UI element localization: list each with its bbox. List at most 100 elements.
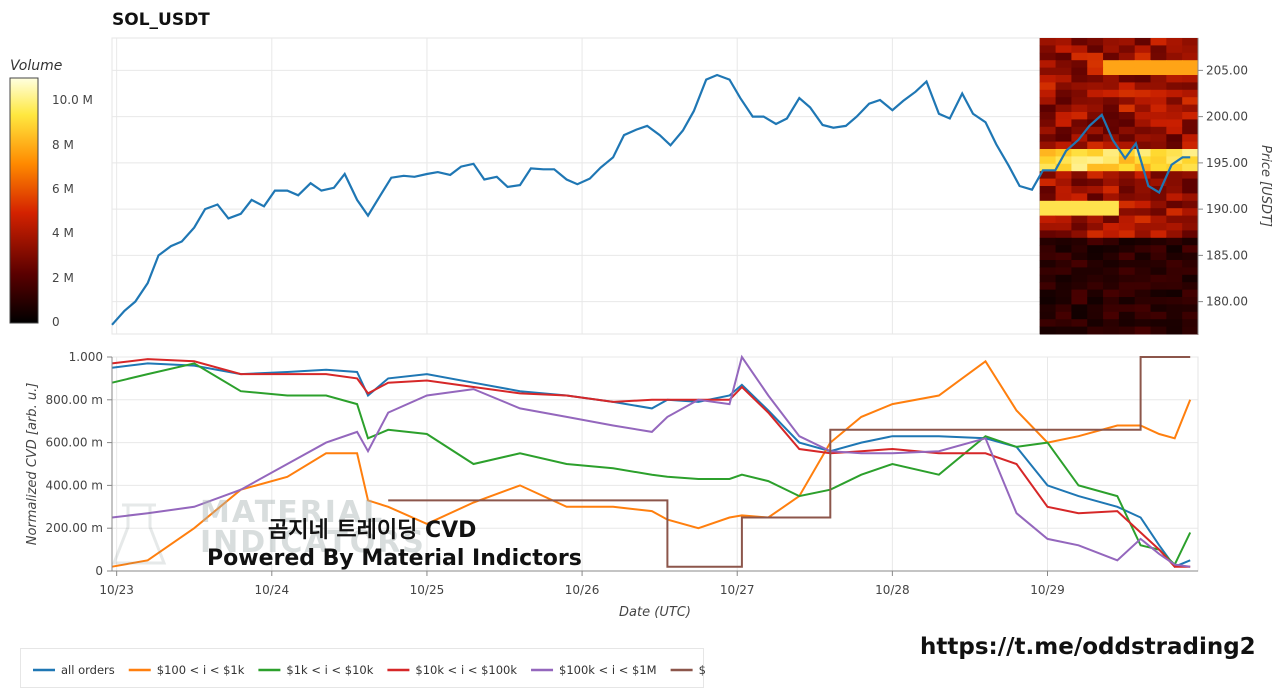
telegram-link[interactable]: https://t.me/oddstrading2: [920, 634, 1256, 660]
heatmap-cell: [1134, 104, 1152, 113]
heatmap-cell: [1134, 267, 1152, 276]
heatmap-cell: [1182, 60, 1199, 69]
cvd-series-line: [388, 356, 1191, 568]
heatmap-cell: [1055, 267, 1072, 276]
heatmap-cell: [1087, 193, 1104, 202]
heatmap-cell: [1071, 311, 1088, 320]
price-tick-label: 200.00: [1206, 110, 1248, 124]
heatmap-cell: [1166, 89, 1183, 98]
heatmap-cell: [1150, 237, 1167, 246]
heatmap-cell: [1182, 326, 1199, 335]
heatmap-cell: [1087, 326, 1104, 335]
heatmap-cell: [1103, 45, 1120, 54]
legend-entry-label: $1M < i < $10M: [699, 663, 705, 677]
cvd-tick-label: 200.00 m: [46, 521, 104, 535]
heatmap-cell: [1039, 38, 1057, 46]
price-series-line: [111, 73, 1191, 326]
heatmap-cell: [1166, 97, 1183, 106]
heatmap-cell: [1118, 289, 1136, 298]
heatmap-cell: [1103, 245, 1120, 254]
heatmap-cell: [1134, 326, 1152, 335]
heatmap-cell: [1103, 260, 1120, 268]
heatmap-cell: [1118, 252, 1136, 261]
heatmap-cell: [1087, 260, 1104, 268]
heatmap-cell: [1103, 326, 1120, 335]
heatmap-cell: [1055, 60, 1072, 69]
colorbar-tick-label: 8 M: [52, 138, 74, 152]
heatmap-cell: [1118, 141, 1136, 150]
heatmap-cell: [1182, 274, 1199, 283]
heatmap-cell: [1071, 104, 1088, 113]
heatmap-cell: [1118, 163, 1136, 172]
heatmap-cell: [1150, 38, 1167, 46]
heatmap-cell: [1103, 311, 1120, 320]
heatmap-cell: [1118, 245, 1136, 254]
heatmap-cell: [1134, 67, 1152, 76]
heatmap-cell: [1134, 319, 1152, 328]
heatmap-cell: [1103, 193, 1120, 202]
heatmap-cell: [1087, 97, 1104, 106]
heatmap-cell: [1150, 156, 1167, 165]
x-tick-label: 10/27: [720, 583, 755, 597]
heatmap-cell: [1166, 237, 1183, 246]
heatmap-cell: [1039, 326, 1057, 335]
heatmap-cell: [1118, 319, 1136, 328]
heatmap-cell: [1087, 252, 1104, 261]
heatmap-cell: [1150, 208, 1167, 217]
heatmap-cell: [1150, 97, 1167, 106]
heatmap-cell: [1134, 230, 1152, 239]
heatmap-cell: [1118, 178, 1136, 187]
heatmap-cell: [1087, 230, 1104, 239]
heatmap-cell: [1071, 274, 1088, 283]
cvd-series-line: [111, 358, 1191, 568]
heatmap-cell: [1166, 178, 1183, 187]
heatmap-cell: [1134, 208, 1152, 217]
heatmap-cell: [1182, 126, 1199, 135]
heatmap-cell: [1055, 38, 1072, 46]
heatmap-cell: [1087, 45, 1104, 54]
heatmap-cell: [1118, 260, 1136, 268]
heatmap-cell: [1118, 208, 1136, 217]
legend-entry-label: $10k < i < $100k: [415, 663, 517, 677]
heatmap-cell: [1039, 237, 1057, 246]
heatmap-cell: [1103, 156, 1120, 165]
heatmap-cell: [1150, 245, 1167, 254]
heatmap-cell: [1150, 149, 1167, 157]
heatmap-cell: [1150, 289, 1167, 298]
legend: all orders $100 < i < $1k $1k < i < $10k $1…: [20, 648, 792, 688]
heatmap-cell: [1071, 230, 1088, 239]
colorbar-tick-label: 4 M: [52, 226, 74, 240]
heatmap-cell: [1055, 245, 1072, 254]
heatmap-cell: [1039, 193, 1057, 202]
heatmap-cell: [1150, 200, 1167, 209]
heatmap-cell: [1071, 297, 1088, 305]
heatmap-cell: [1039, 274, 1057, 283]
heatmap-cell: [1182, 119, 1199, 128]
heatmap-cell: [1150, 45, 1167, 54]
heatmap-cell: [1150, 230, 1167, 239]
overlay-subtitle: Powered By Material Indictors: [207, 546, 582, 571]
heatmap-cell: [1118, 193, 1136, 202]
heatmap-cell: [1150, 126, 1167, 135]
heatmap-cell: [1039, 304, 1057, 313]
heatmap-cell: [1150, 311, 1167, 320]
heatmap-cell: [1182, 260, 1199, 268]
heatmap-cell: [1087, 134, 1104, 143]
heatmap-cell: [1071, 186, 1088, 194]
heatmap-cell: [1087, 215, 1104, 224]
heatmap-cell: [1118, 311, 1136, 320]
heatmap-cell: [1055, 223, 1072, 231]
heatmap-cell: [1118, 89, 1136, 98]
heatmap-cell: [1166, 326, 1183, 335]
legend-entry-label: $100k < i < $1M: [559, 663, 657, 677]
heatmap-cell: [1182, 89, 1199, 98]
heatmap-cell: [1055, 200, 1072, 209]
heatmap-cell: [1055, 274, 1072, 283]
heatmap-cell: [1087, 319, 1104, 328]
heatmap-cell: [1118, 186, 1136, 194]
heatmap-cell: [1166, 289, 1183, 298]
colorbar-tick-label: 10.0 M: [52, 93, 93, 107]
heatmap-cell: [1118, 297, 1136, 305]
heatmap-cell: [1039, 119, 1057, 128]
heatmap-cell: [1134, 75, 1152, 83]
